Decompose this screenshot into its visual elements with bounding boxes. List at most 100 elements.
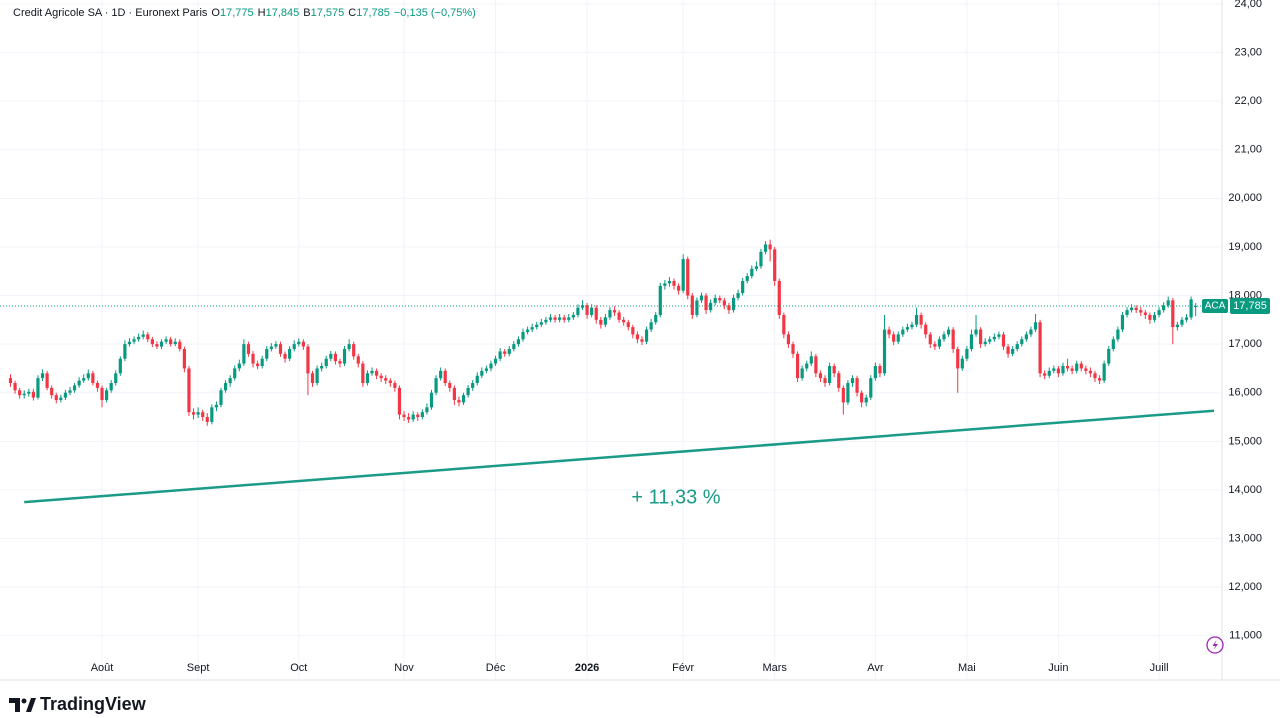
candle-body: [146, 334, 150, 340]
candle-body: [823, 378, 827, 384]
candle-body: [297, 341, 301, 345]
x-tick-label: Mars: [762, 662, 787, 674]
candle-body: [1166, 300, 1170, 306]
candle-body: [452, 387, 456, 401]
y-tick-label: 21,00: [1234, 144, 1262, 156]
y-tick-label: 22,00: [1234, 95, 1262, 107]
candle-body: [745, 276, 749, 281]
candle-body: [374, 370, 379, 376]
candle-body: [553, 317, 557, 320]
candle-body: [109, 383, 113, 391]
candle-body: [361, 363, 365, 384]
candle-body: [521, 331, 525, 340]
candle-body: [731, 297, 736, 311]
candle-body: [347, 344, 351, 349]
candle-body: [676, 285, 681, 291]
candle-body: [301, 341, 305, 347]
candle-body: [196, 412, 200, 415]
candle-body: [411, 414, 415, 420]
candle-body: [928, 334, 932, 345]
candle-body: [933, 344, 937, 347]
candle-body: [1130, 307, 1134, 311]
candle-body: [448, 383, 452, 388]
candle-body: [782, 314, 786, 335]
candle-body: [123, 344, 127, 359]
candle-body: [599, 319, 603, 325]
candle-body: [210, 407, 214, 422]
candle-body: [31, 391, 35, 398]
candle-body: [672, 280, 676, 286]
price-tag-label: 17,785: [1233, 300, 1267, 312]
candle-body: [434, 378, 438, 393]
candle-body: [594, 307, 598, 320]
candle-body: [118, 358, 122, 374]
candle-body: [22, 393, 26, 396]
candle-body: [846, 383, 850, 403]
candle-body: [571, 314, 575, 318]
candle-body: [622, 319, 626, 323]
candle-body: [562, 317, 566, 320]
candle-body: [667, 280, 672, 284]
candle-body: [384, 378, 388, 381]
candle-body: [750, 268, 754, 277]
candle-body: [63, 392, 68, 398]
candle-body: [768, 244, 772, 250]
candle-body: [370, 370, 374, 374]
candle-body: [997, 334, 1001, 337]
candle-body: [77, 380, 81, 386]
candle-body: [420, 412, 424, 418]
legend-value: 17,785: [356, 7, 390, 19]
candle-body: [173, 341, 177, 345]
candle-body: [356, 356, 360, 364]
candle-body: [50, 387, 54, 396]
candle-body: [914, 314, 919, 325]
candle-body: [393, 383, 397, 388]
candle-body: [507, 348, 511, 354]
candle-body: [315, 368, 319, 384]
candle-body: [887, 329, 891, 335]
candle-body: [246, 344, 251, 354]
y-tick-label: 20,000: [1228, 192, 1262, 204]
candle-body: [114, 373, 118, 384]
candle-body: [759, 251, 763, 267]
candle-body: [539, 322, 543, 325]
candle-body: [1134, 307, 1138, 311]
candle-body: [603, 317, 607, 325]
candle-body: [1175, 324, 1179, 328]
candle-body: [45, 373, 49, 388]
candle-body: [713, 297, 717, 303]
candle-body: [1148, 314, 1152, 320]
candle-body: [1011, 348, 1015, 354]
brand-logo: TradingView: [9, 694, 147, 714]
candle-body: [1006, 346, 1010, 354]
candle-body: [1171, 300, 1175, 328]
candle-body: [489, 363, 493, 369]
y-tick-label: 17,000: [1228, 338, 1262, 350]
candle-body: [754, 266, 758, 269]
candle-body: [805, 363, 809, 369]
candle-body: [1088, 370, 1093, 374]
candle-body: [946, 329, 951, 335]
annotation: + 11,33 %: [631, 486, 720, 508]
candle-body: [585, 305, 589, 315]
candle-body: [558, 317, 562, 320]
candle-body: [654, 314, 658, 323]
candle-body: [164, 339, 168, 342]
candle-body: [214, 404, 219, 408]
candle-body: [960, 358, 964, 369]
candle-body: [791, 344, 795, 354]
y-tick-label: 23,00: [1234, 46, 1262, 58]
candle-body: [1152, 314, 1157, 320]
candle-body: [786, 334, 791, 345]
candle-body: [873, 366, 877, 379]
legend-value: 17,575: [311, 7, 345, 19]
candle-body: [892, 334, 896, 342]
candle-body: [68, 390, 72, 393]
x-tick-label: Mai: [958, 662, 976, 674]
candle-body: [832, 366, 836, 374]
candle-body: [1015, 344, 1019, 349]
candle-body: [969, 334, 974, 349]
candle-body: [525, 329, 530, 332]
